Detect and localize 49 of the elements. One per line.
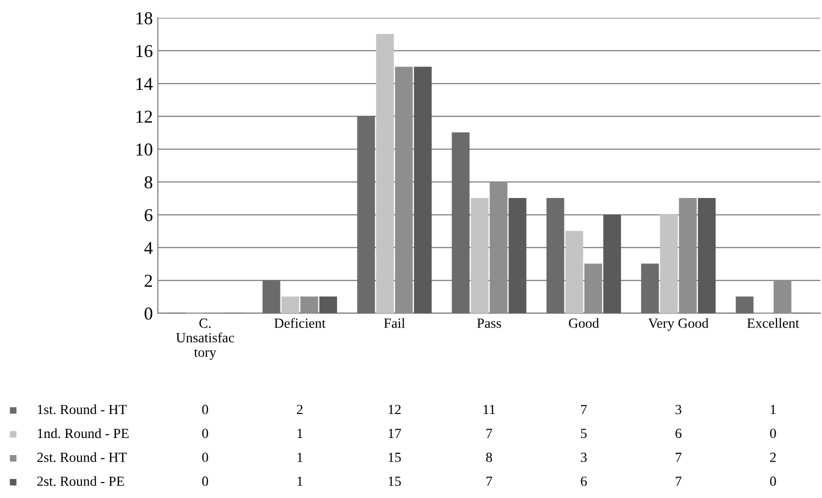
- data-label: 6: [580, 476, 587, 486]
- data-label: 7: [676, 452, 682, 462]
- data-label: 7: [676, 476, 682, 486]
- data-label: 3: [676, 404, 682, 414]
- data-label: 3: [580, 452, 587, 462]
- data-label: 7: [581, 404, 587, 414]
- data-label: 0: [202, 476, 208, 486]
- data-label: 8: [486, 452, 492, 462]
- data-label: 1: [298, 428, 302, 438]
- data-label: 0: [770, 476, 776, 486]
- data-label: 2: [296, 404, 302, 414]
- legend-label: 2st. Round - HT: [37, 452, 127, 462]
- x-tick-label: Pass: [477, 318, 501, 328]
- x-tick-label: Excellent: [747, 318, 800, 328]
- y-tick-label: 0: [144, 308, 152, 320]
- data-label: 0: [202, 428, 208, 438]
- data-label: 15: [388, 476, 401, 486]
- x-tick-label: Fail: [384, 318, 405, 328]
- data-label: 7: [486, 476, 492, 486]
- data-label: 0: [202, 404, 208, 414]
- x-tick-label: Good: [568, 318, 599, 328]
- data-label: 6: [676, 428, 682, 438]
- y-tick-label: 4: [144, 242, 153, 254]
- x-tick-label: Very Good: [648, 318, 708, 331]
- legend-label: 1st. Round - HT: [38, 404, 127, 414]
- data-label: 1: [298, 452, 302, 462]
- y-tick-label: 18: [136, 12, 152, 24]
- data-label: 0: [202, 452, 208, 462]
- legend-label: 1nd. Round - PE: [38, 428, 129, 438]
- y-tick-label: 8: [144, 176, 152, 188]
- data-label: 1: [770, 404, 776, 414]
- data-label: 11: [484, 404, 495, 414]
- y-tick-label: 6: [144, 209, 152, 222]
- data-label: 1: [298, 476, 302, 486]
- data-label: 7: [486, 428, 492, 438]
- data-label: 2: [770, 452, 776, 462]
- data-label: 5: [581, 428, 587, 438]
- data-label: 17: [388, 428, 401, 438]
- y-tick-label: 10: [136, 143, 152, 156]
- x-tick-label: Deficient: [274, 318, 326, 328]
- legend-label: 2st. Round - PE: [37, 476, 124, 486]
- data-label: 0: [770, 428, 776, 438]
- y-tick-label: 16: [136, 45, 152, 58]
- y-tick-label: 14: [136, 78, 153, 90]
- x-tick-label: C. Unsatisfac tory: [176, 318, 234, 360]
- y-tick-label: 2: [144, 274, 152, 287]
- data-label: 12: [388, 404, 401, 414]
- y-tick-label: 12: [136, 110, 152, 123]
- data-label: 15: [388, 452, 401, 462]
